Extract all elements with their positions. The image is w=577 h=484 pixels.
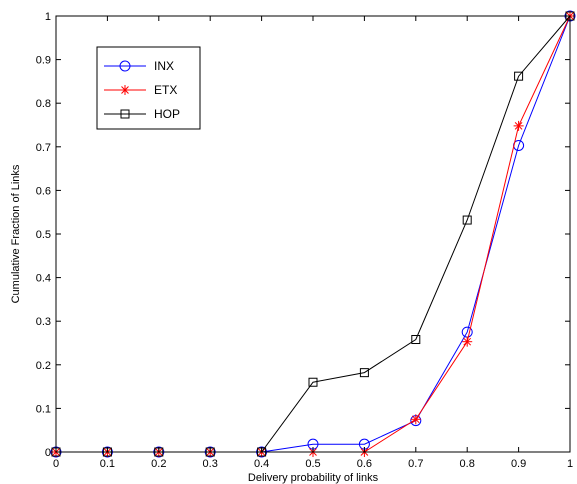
data-point-hop [462,215,472,225]
x-tick-label: 0.5 [305,458,320,470]
x-tick-label: 0 [53,458,59,470]
data-point-hop [514,71,524,81]
data-point-etx [513,120,524,131]
data-point-hop [308,377,318,387]
legend-label-hop: HOP [154,107,180,121]
y-tick-label: 0.8 [36,98,51,110]
data-point-hop [411,335,421,345]
legend-box [96,46,201,130]
y-tick-label: 0.6 [36,185,51,197]
y-tick-label: 0.5 [36,229,51,241]
x-axis-label: Delivery probability of links [248,472,379,484]
x-tick-label: 0.1 [100,458,115,470]
data-point-hop [359,368,369,378]
y-axis-ticks: 0 0.1 0.2 0.3 0.4 0.5 0.6 0.7 0.8 0.9 1 [36,11,570,459]
x-tick-label: 1 [567,458,573,470]
legend-label-etx: ETX [154,83,177,97]
legend-label-inx: INX [154,59,174,73]
x-tick-label: 0.4 [254,458,269,470]
y-tick-label: 0.9 [36,55,51,67]
legend-marker-inx [119,60,131,72]
x-tick-label: 0.6 [357,458,372,470]
y-tick-label: 0.1 [36,403,51,415]
legend-marker-hop [120,109,130,119]
y-tick-label: 0.2 [36,360,51,372]
x-tick-label: 0.7 [408,458,423,470]
x-axis-ticks: 0 0.1 0.2 0.3 0.4 0.5 0.6 0.7 0.8 0.9 1 [53,16,573,470]
data-point-etx [462,336,473,347]
y-tick-label: 0.7 [36,142,51,154]
y-axis-label: Cumulative Fraction of Links [10,164,22,303]
y-tick-label: 1 [45,11,51,23]
y-tick-label: 0.4 [36,273,51,285]
x-tick-label: 0.3 [203,458,218,470]
x-tick-label: 0.8 [460,458,475,470]
x-tick-label: 0.2 [151,458,166,470]
legend-marker-etx [120,85,130,95]
y-tick-label: 0.3 [36,316,51,328]
y-tick-label: 0 [45,447,51,459]
data-point-etx [410,414,421,425]
legend: INX ETX HOP [96,46,201,130]
x-tick-label: 0.9 [511,458,526,470]
